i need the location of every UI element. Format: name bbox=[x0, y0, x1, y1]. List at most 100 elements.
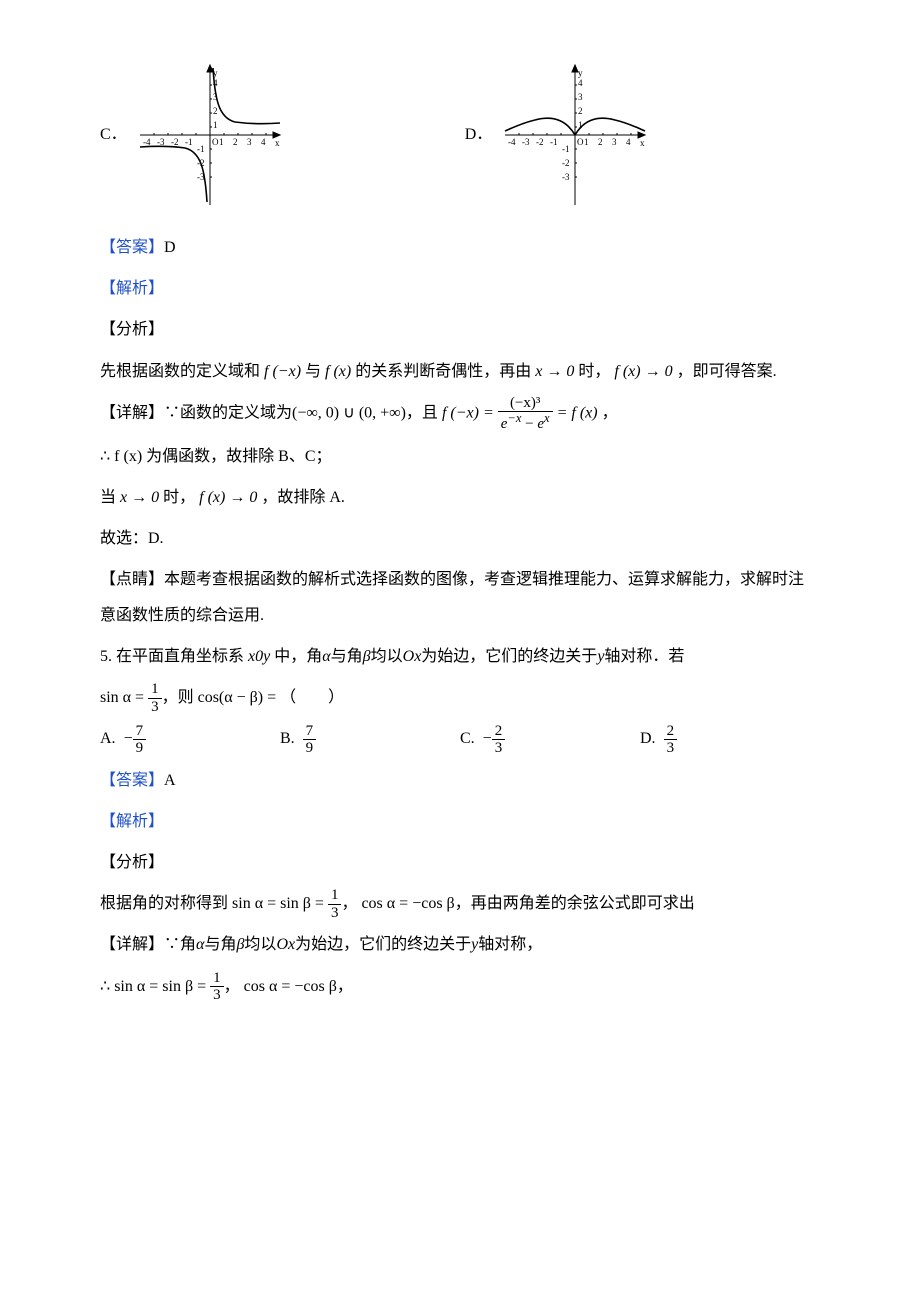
svg-text:2: 2 bbox=[233, 137, 238, 147]
text: ，且 bbox=[406, 404, 438, 421]
q5-opt-c: C. −23 bbox=[460, 721, 640, 756]
num: 7 bbox=[303, 723, 317, 741]
exp2: x bbox=[544, 411, 550, 425]
math-rhs: = f (x) bbox=[557, 404, 598, 421]
fraction: 79 bbox=[303, 723, 317, 757]
fraction: (−x)³ e−x − ex bbox=[498, 395, 553, 433]
svg-text:1: 1 bbox=[584, 137, 589, 147]
paren: （ ） bbox=[280, 689, 344, 706]
math-ox2: Ox bbox=[276, 936, 295, 953]
svg-text:-3: -3 bbox=[562, 172, 570, 182]
math-cosab-eq2: cos α = −cos β bbox=[244, 978, 337, 995]
num: 1 bbox=[148, 681, 162, 699]
svg-text:1: 1 bbox=[219, 137, 224, 147]
comma2: ， bbox=[337, 978, 353, 995]
answer-label: 【答案】 bbox=[100, 772, 164, 789]
q4-when: 当 x → 0 时， f (x) → 0 ，故排除 A. bbox=[100, 480, 820, 515]
svg-text:-2: -2 bbox=[171, 137, 179, 147]
svg-text:-3: -3 bbox=[157, 137, 165, 147]
q5-opt-b: B. 79 bbox=[280, 721, 460, 756]
opt-label: A. bbox=[100, 730, 116, 747]
text: 为始边，它们的终边关于 bbox=[295, 936, 471, 953]
fraction: 79 bbox=[133, 723, 147, 757]
den: 3 bbox=[664, 740, 678, 757]
dianjing-label: 【点睛】 bbox=[100, 571, 164, 588]
svg-text:3: 3 bbox=[612, 137, 617, 147]
num: 2 bbox=[664, 723, 678, 741]
svg-text:3: 3 bbox=[247, 137, 252, 147]
svg-text:-2: -2 bbox=[562, 158, 570, 168]
math-lhs: f (−x) = bbox=[442, 404, 494, 421]
svg-text:-2: -2 bbox=[536, 137, 544, 147]
graph-d-svg: y x O 4321 -1-2-3 1234 -4-3-2-1 bbox=[500, 60, 650, 210]
svg-text:-4: -4 bbox=[143, 137, 151, 147]
num: 1 bbox=[328, 887, 342, 905]
q4-answer: 【答案】D bbox=[100, 230, 820, 265]
frac-num: (−x)³ bbox=[498, 395, 553, 413]
text: 5. 在平面直角坐标系 bbox=[100, 648, 244, 665]
text: 时， bbox=[163, 489, 195, 506]
opt-label: D. bbox=[640, 730, 656, 747]
math-fnegx: f (−x) bbox=[264, 363, 301, 380]
q5-opt-d: D. 23 bbox=[640, 721, 820, 756]
svg-text:2: 2 bbox=[213, 106, 218, 116]
math-fx: f (x) bbox=[325, 363, 351, 380]
math-sina: sin α = bbox=[100, 689, 144, 706]
q5-options: A. −79 B. 79 C. −23 D. 23 bbox=[100, 721, 820, 756]
text: 轴对称．若 bbox=[604, 648, 684, 665]
den: 3 bbox=[492, 740, 506, 757]
comma: ， bbox=[224, 978, 240, 995]
fraction: 13 bbox=[210, 970, 224, 1004]
sign: − bbox=[483, 730, 492, 747]
q5-xiangjie: 【详解】∵角α与角β均以Ox为始边，它们的终边关于y轴对称， bbox=[100, 927, 820, 962]
svg-text:-1: -1 bbox=[185, 137, 193, 147]
q5-answer: 【答案】A bbox=[100, 763, 820, 798]
num: 1 bbox=[210, 970, 224, 988]
q4-therefore-even: ∴ f (x) 为偶函数，故排除 B、C； bbox=[100, 439, 820, 474]
den: 3 bbox=[210, 987, 224, 1004]
q5-analysis-label: 【解析】 bbox=[100, 804, 820, 839]
q5-stem: 5. 在平面直角坐标系 x0y 中，角α与角β均以Ox为始边，它们的终边关于y轴… bbox=[100, 639, 820, 674]
den: 3 bbox=[148, 699, 162, 716]
text: 先根据函数的定义域和 bbox=[100, 363, 260, 380]
q4-fenxi-text: 先根据函数的定义域和 f (−x) 与 f (x) 的关系判断奇偶性，再由 x … bbox=[100, 354, 820, 389]
text: ，再由两角差的余弦公式即可求出 bbox=[455, 895, 695, 912]
svg-text:-1: -1 bbox=[562, 144, 570, 154]
text: 与 bbox=[305, 363, 321, 380]
answer-value: D bbox=[164, 239, 176, 256]
svg-text:y: y bbox=[578, 68, 583, 78]
q5-fenxi-label: 【分析】 bbox=[100, 845, 820, 880]
q5-fenxi-text: 根据角的对称得到 sin α = sin β = 13， cos α = −co… bbox=[100, 886, 820, 921]
therefore: ∴ bbox=[100, 978, 110, 995]
math-fxto0: f (x) → 0 bbox=[614, 363, 672, 380]
text: ，则 bbox=[162, 689, 194, 706]
q4-fenxi-label: 【分析】 bbox=[100, 312, 820, 347]
fraction: 13 bbox=[328, 887, 342, 921]
text: ， bbox=[341, 895, 357, 912]
q4-analysis-label: 【解析】 bbox=[100, 271, 820, 306]
minus: − bbox=[521, 416, 537, 432]
option-d-label: D． bbox=[465, 117, 493, 152]
svg-text:2: 2 bbox=[598, 137, 603, 147]
math-cosab-eq: cos α = −cos β bbox=[361, 895, 454, 912]
math-a: α bbox=[322, 648, 330, 665]
svg-text:x: x bbox=[640, 138, 645, 148]
comma: ， bbox=[602, 404, 618, 421]
svg-text:-3: -3 bbox=[522, 137, 530, 147]
fraction: 13 bbox=[148, 681, 162, 715]
svg-text:4: 4 bbox=[578, 78, 583, 88]
svg-text:4: 4 bbox=[261, 137, 266, 147]
text: ，故排除 A. bbox=[261, 489, 345, 506]
dianjing-text: 本题考查根据函数的解析式选择函数的图像，考查逻辑推理能力、运算求解能力，求解时注… bbox=[100, 571, 804, 623]
answer-value: A bbox=[164, 772, 176, 789]
text: 为始边，它们的终边关于 bbox=[421, 648, 597, 665]
den: 9 bbox=[303, 740, 317, 757]
text: 与角 bbox=[204, 936, 236, 953]
graph-c-svg: y x O 4321 -1-2-3 1234 -4-3-2-1 bbox=[135, 60, 285, 210]
text: 的关系判断奇偶性，再由 bbox=[355, 363, 531, 380]
fraction: 23 bbox=[492, 723, 506, 757]
num: 7 bbox=[133, 723, 147, 741]
q5-opt-a: A. −79 bbox=[100, 721, 280, 756]
den: 9 bbox=[133, 740, 147, 757]
q5-stem-2: sin α = 13，则 cos(α − β) = （ ） bbox=[100, 680, 820, 715]
